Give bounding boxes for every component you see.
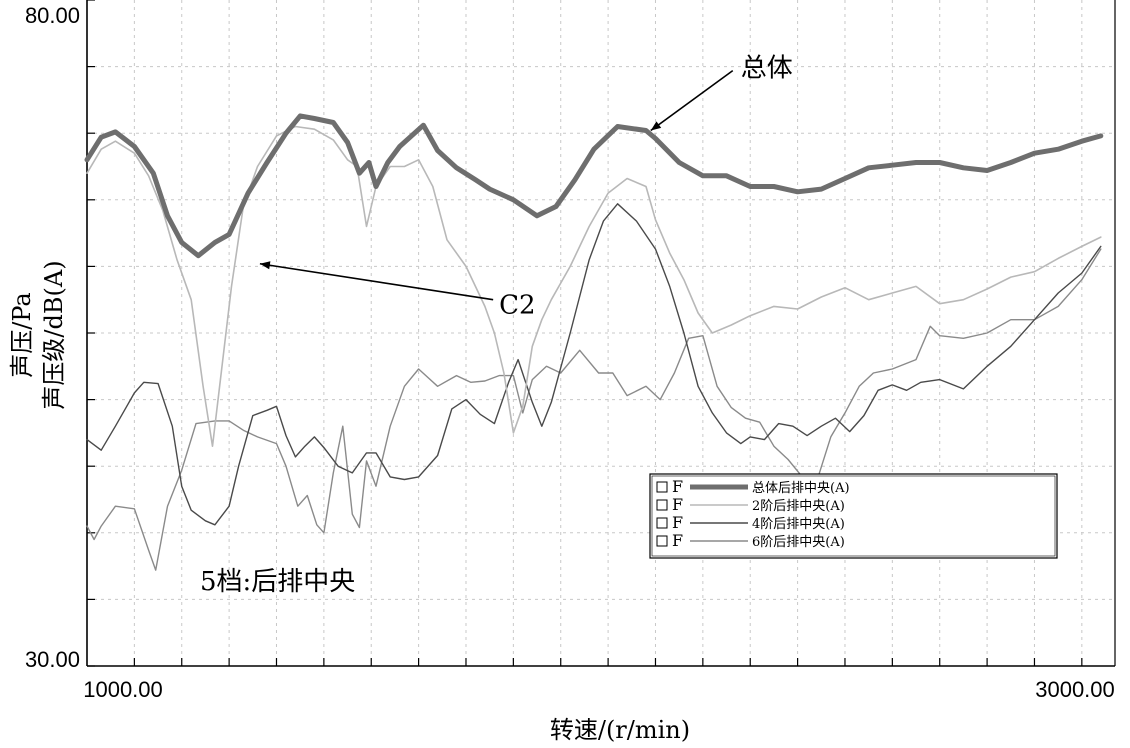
y-tick-label-bottom: 30.00 <box>25 647 80 672</box>
legend-checkbox <box>656 517 668 529</box>
callout-arrowhead <box>259 261 271 270</box>
legend-checkbox-label: F <box>672 477 683 496</box>
x-axis-title: 转速/(r/min) <box>550 716 690 744</box>
legend: F 总体后排中央(A) F 2阶后排中央(A) F 4阶后排中央(A) F 6阶后排中央(A) <box>649 473 1058 559</box>
legend-checkbox-label: F <box>672 495 683 514</box>
callout-label: 总体 <box>741 54 793 84</box>
series-group <box>84 113 1104 571</box>
legend-item-label: 总体后排中央(A) <box>752 481 850 496</box>
series-line-4 <box>86 248 1102 571</box>
legend-checkbox <box>656 481 668 493</box>
x-tick-label-right: 3000.00 <box>1035 677 1115 702</box>
legend-checkbox <box>656 535 668 547</box>
y-tick-label-top: 80.00 <box>25 3 80 28</box>
callouts: 总体 C2 <box>259 54 793 321</box>
legend-item-label: 4阶后排中央(A) <box>752 517 845 532</box>
chart-annotation: 5档:后排中央 <box>200 567 355 597</box>
y-axis-title-bottom: 声压级/dB(A) <box>40 260 68 409</box>
series-line-3 <box>86 203 1102 526</box>
legend-checkbox-label: F <box>672 531 683 550</box>
legend-checkbox <box>656 499 668 511</box>
series-line-2 <box>86 125 1102 447</box>
series-line-1 <box>84 113 1104 259</box>
callout-leader <box>650 69 734 132</box>
legend-checkbox-label: F <box>672 513 683 532</box>
x-tick-label-left: 1000.00 <box>83 677 163 702</box>
callout-leader <box>259 262 494 301</box>
y-axis-title-top: 声压/Pa <box>8 292 36 377</box>
legend-item-label: 6阶后排中央(A) <box>752 535 845 550</box>
axes <box>86 0 1116 667</box>
callout-arrowhead <box>650 121 662 131</box>
callout-label: C2 <box>499 291 535 321</box>
legend-item-label: 2阶后排中央(A) <box>752 499 845 514</box>
